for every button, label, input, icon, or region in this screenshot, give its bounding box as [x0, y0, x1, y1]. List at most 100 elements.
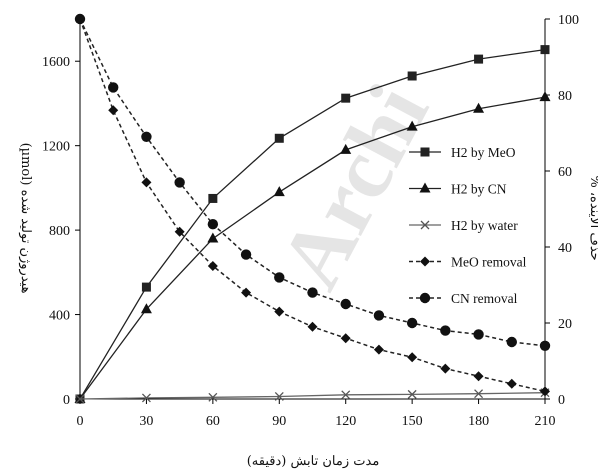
series-h2-by-meo [75, 45, 550, 404]
data-point [474, 54, 484, 64]
data-point [473, 329, 484, 340]
x-axis-title: مدت زمان تابش (دقیقه) [247, 454, 380, 469]
y-right-tick-label: 60 [558, 165, 572, 180]
x-tick-label: 150 [402, 414, 423, 429]
watermark: Archi [262, 70, 448, 304]
x-tick-label: 90 [272, 414, 286, 429]
data-point [174, 177, 185, 188]
y-left-tick-label: 0 [63, 393, 70, 408]
legend-item-h2-by-cn: H2 by CN [409, 182, 507, 197]
data-point [407, 352, 418, 363]
y-left-tick-label: 1600 [42, 55, 70, 70]
series-layer [74, 13, 551, 404]
data-point [141, 282, 151, 292]
axes: 0 30 60 90 120 150 180 210040080012001600020406… [42, 13, 579, 429]
data-point [540, 386, 550, 397]
legend-marker [419, 182, 431, 193]
data-point [108, 82, 119, 93]
y-axis-left-title: هیدروژن تولید شده (µmol) [18, 143, 33, 294]
x-tick-label: 180 [468, 414, 489, 429]
data-point [506, 378, 517, 389]
data-point [274, 306, 285, 317]
data-point [208, 193, 218, 203]
data-point [473, 102, 485, 113]
data-point [274, 133, 284, 143]
x-tick-label: 30 [139, 414, 153, 429]
data-point [75, 394, 85, 404]
series-cn-removal [74, 13, 551, 351]
y-right-tick-label: 20 [558, 317, 572, 332]
data-point [440, 325, 451, 336]
data-point [141, 131, 152, 142]
y-right-tick-label: 80 [558, 89, 572, 104]
series-h2-by-cn [74, 91, 551, 403]
data-point [207, 219, 219, 230]
series-meo-removal [75, 14, 550, 397]
data-point [140, 303, 152, 314]
x-tick-label: 210 [535, 414, 556, 429]
data-point [141, 177, 152, 188]
data-point [108, 105, 119, 116]
legend-marker [420, 256, 430, 267]
y-axis-right-title: حذف آلاینده، % [587, 175, 598, 260]
y-left-tick-label: 800 [49, 224, 70, 239]
data-point [340, 143, 352, 154]
y-right-tick-label: 0 [558, 393, 565, 408]
data-point [373, 344, 384, 355]
data-point [539, 340, 551, 351]
legend-item-h2-by-water: H2 by water [409, 218, 518, 233]
data-point [273, 186, 285, 197]
data-point [340, 333, 351, 344]
y-right-tick-label: 40 [558, 241, 572, 256]
series-line [79, 96, 546, 400]
data-point [274, 272, 285, 283]
x-tick-label: 0 [77, 414, 84, 429]
y-left-tick-label: 400 [49, 309, 70, 324]
legend-label: H2 by CN [451, 182, 507, 197]
legend-item-cn-removal: CN removal [409, 291, 518, 306]
data-point [440, 363, 451, 374]
data-point [506, 336, 517, 348]
data-point [207, 232, 219, 243]
data-point [406, 120, 418, 131]
legend-label: CN removal [451, 291, 518, 306]
x-tick-label: 60 [206, 414, 220, 429]
legend-label: H2 by MeO [451, 145, 516, 160]
data-point [307, 287, 318, 298]
legend-label: H2 by water [451, 218, 518, 233]
data-point [540, 45, 550, 55]
legend-marker [419, 292, 431, 304]
data-point [341, 390, 351, 400]
series-line [79, 392, 546, 400]
y-right-tick-label: 100 [558, 13, 579, 28]
data-point [340, 298, 351, 310]
data-point [274, 392, 284, 401]
legend-item-h2-by-meo: H2 by MeO [409, 145, 516, 160]
data-point [141, 393, 151, 403]
data-point [474, 389, 484, 399]
data-point [473, 371, 484, 382]
legend-marker [420, 147, 430, 157]
data-point [240, 249, 252, 260]
data-point [373, 310, 385, 321]
data-point [207, 261, 218, 271]
y-left-tick-label: 1200 [42, 140, 70, 155]
data-point [241, 287, 252, 298]
legend-marker [420, 220, 430, 230]
data-point [208, 392, 218, 402]
data-point [174, 226, 185, 237]
series-h2-by-water [75, 388, 550, 404]
data-point [74, 13, 86, 25]
data-point [407, 389, 417, 399]
data-point [406, 317, 418, 329]
data-point [341, 93, 351, 103]
x-tick-label: 120 [335, 414, 356, 429]
legend: H2 by MeO H2 by CN H2 by water MeO removal C… [409, 145, 527, 306]
data-point [539, 91, 551, 102]
series-line [79, 48, 546, 400]
legend-item-meo-removal: MeO removal [409, 255, 527, 270]
data-point [407, 71, 417, 81]
data-point [74, 393, 86, 403]
legend-label: MeO removal [451, 255, 527, 270]
